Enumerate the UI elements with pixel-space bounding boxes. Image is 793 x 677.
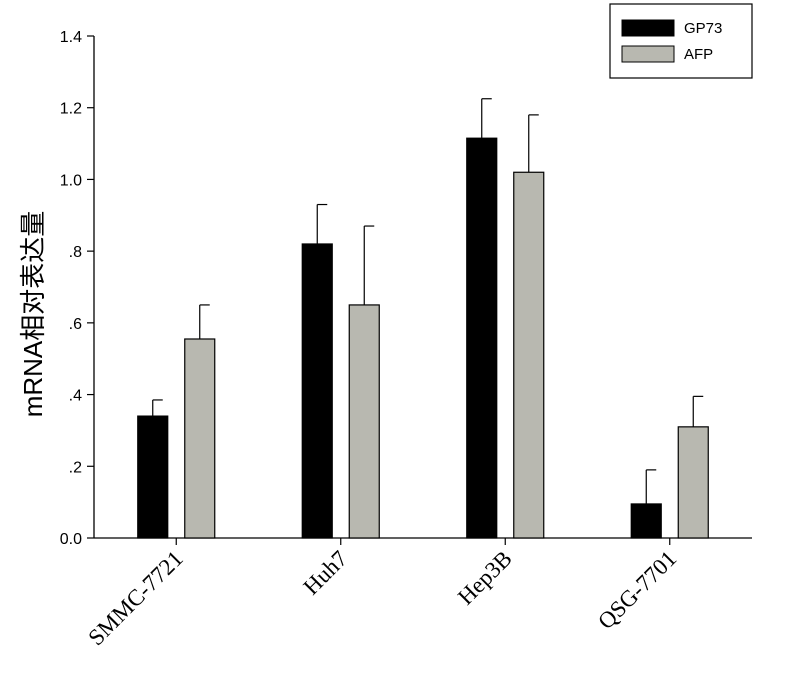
bar-gp73-qsg-7701: [631, 504, 661, 538]
y-tick-label: .8: [69, 244, 82, 261]
y-axis: 0.0 .2 .4 .6 .8 1.0 1.2 1.4: [60, 29, 94, 548]
legend-swatch-afp: [622, 46, 674, 62]
bars-group: [138, 138, 709, 538]
bar-afp-qsg-7701: [678, 427, 708, 538]
y-tick-label: .6: [69, 316, 82, 333]
legend: GP73 AFP: [610, 4, 752, 78]
x-tick-label: SMMC-7721: [83, 546, 187, 650]
y-tick-label: 1.2: [60, 101, 82, 118]
bar-gp73-huh7: [302, 244, 332, 538]
x-tick-label: Huh7: [298, 546, 352, 600]
bar-gp73-hep3b: [467, 138, 497, 538]
y-axis-label: mRNA相对表达量: [18, 211, 48, 418]
legend-swatch-gp73: [622, 20, 674, 36]
y-tick-label: .4: [69, 388, 82, 405]
bar-afp-smmc-7721: [185, 339, 215, 538]
y-tick-label: .2: [69, 459, 82, 476]
legend-box: [610, 4, 752, 78]
y-tick-label: 1.0: [60, 172, 82, 189]
x-tick-label: Hep3B: [453, 546, 517, 610]
legend-label-afp: AFP: [684, 46, 713, 63]
y-tick-label: 1.4: [60, 29, 82, 46]
bar-afp-hep3b: [514, 172, 544, 538]
bar-gp73-smmc-7721: [138, 416, 168, 538]
legend-label-gp73: GP73: [684, 20, 722, 37]
x-axis: SMMC-7721 Huh7 Hep3B QSG-7701: [83, 538, 752, 650]
bar-afp-huh7: [349, 305, 379, 538]
y-tick-label: 0.0: [60, 531, 82, 548]
error-bars-group: [153, 99, 704, 504]
x-tick-label: QSG-7701: [593, 546, 681, 634]
